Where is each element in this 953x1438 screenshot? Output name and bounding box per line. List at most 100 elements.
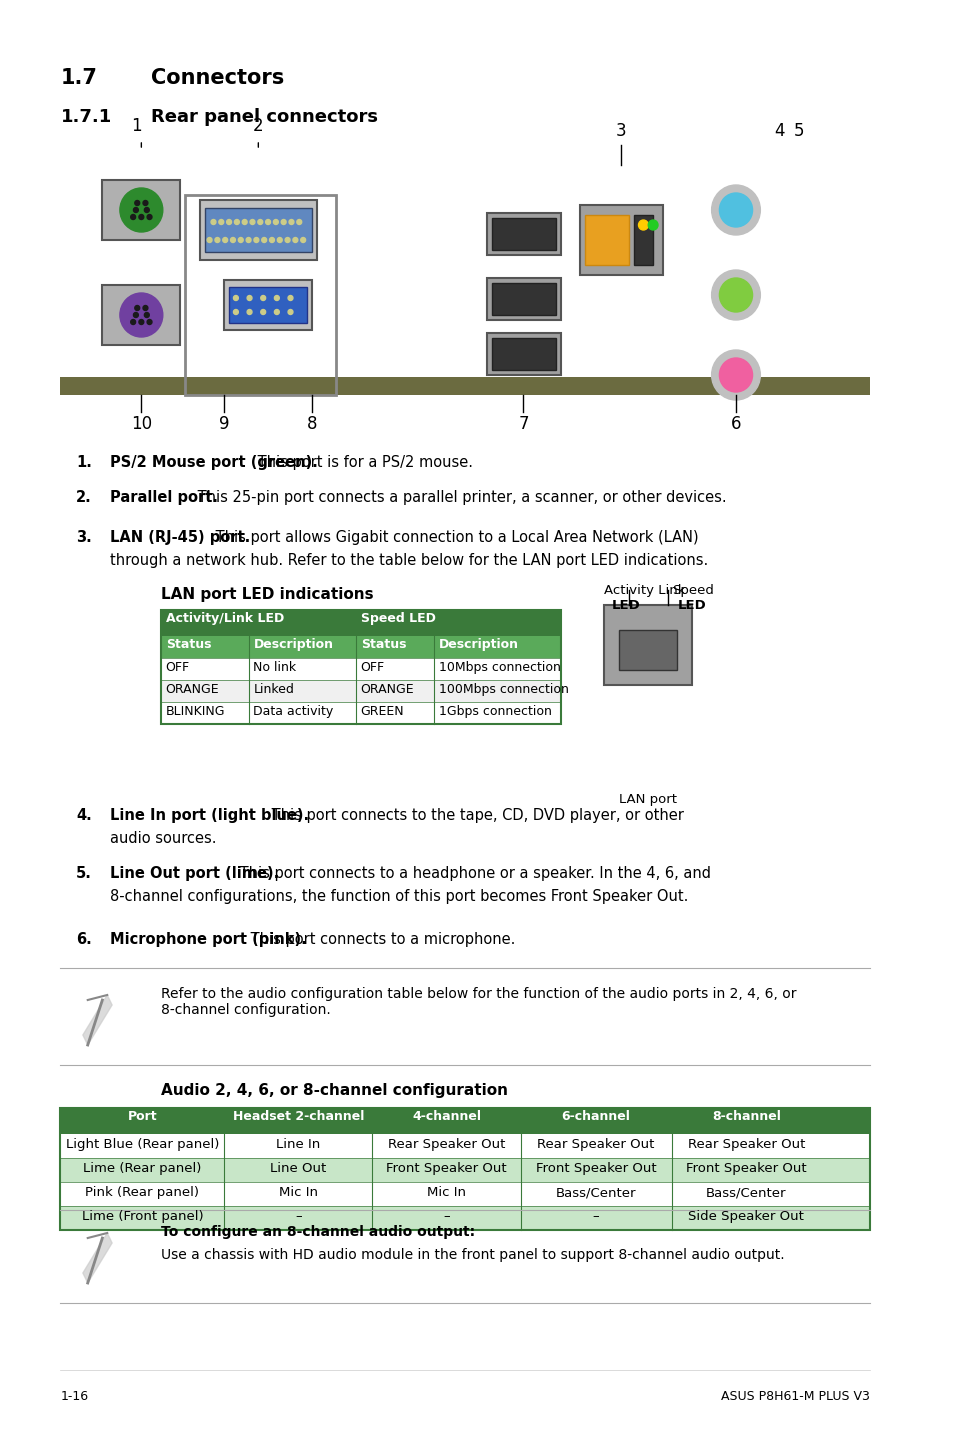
Text: Bass/Center: Bass/Center bbox=[705, 1186, 785, 1199]
Bar bbox=[60, 1135, 868, 1158]
Text: Line In: Line In bbox=[275, 1137, 320, 1150]
Text: This port connects to a microphone.: This port connects to a microphone. bbox=[246, 932, 515, 948]
Circle shape bbox=[242, 220, 247, 224]
Text: Audio 2, 4, 6, or 8-channel configuration: Audio 2, 4, 6, or 8-channel configuratio… bbox=[161, 1083, 507, 1099]
Circle shape bbox=[253, 237, 258, 243]
Polygon shape bbox=[83, 1232, 112, 1283]
Text: 10: 10 bbox=[131, 416, 152, 433]
Text: Speed: Speed bbox=[672, 584, 714, 597]
Bar bbox=[161, 610, 560, 636]
Circle shape bbox=[288, 295, 293, 301]
Text: Parallel port.: Parallel port. bbox=[110, 490, 218, 505]
Text: This port allows Gigabit connection to a Local Area Network (LAN): This port allows Gigabit connection to a… bbox=[211, 531, 699, 545]
Circle shape bbox=[227, 220, 232, 224]
Text: Microphone port (pink).: Microphone port (pink). bbox=[110, 932, 307, 948]
Circle shape bbox=[711, 349, 760, 400]
Circle shape bbox=[147, 319, 152, 325]
Circle shape bbox=[231, 237, 235, 243]
Text: 4: 4 bbox=[774, 122, 784, 139]
Text: BLINKING: BLINKING bbox=[166, 705, 225, 718]
Circle shape bbox=[234, 220, 239, 224]
Bar bbox=[185, 196, 336, 395]
Text: Line In port (light blue).: Line In port (light blue). bbox=[110, 808, 309, 823]
Text: Description: Description bbox=[253, 638, 334, 651]
Text: Mic In: Mic In bbox=[427, 1186, 465, 1199]
Circle shape bbox=[285, 237, 290, 243]
Text: Rear Speaker Out: Rear Speaker Out bbox=[387, 1137, 505, 1150]
Bar bbox=[161, 680, 560, 702]
Bar bbox=[584, 216, 628, 265]
Text: Front Speaker Out: Front Speaker Out bbox=[536, 1162, 656, 1175]
Circle shape bbox=[274, 295, 279, 301]
Circle shape bbox=[293, 237, 297, 243]
Circle shape bbox=[300, 237, 305, 243]
Bar bbox=[618, 630, 677, 670]
Bar bbox=[633, 216, 653, 265]
Circle shape bbox=[648, 220, 658, 230]
Text: 2.: 2. bbox=[76, 490, 91, 505]
Bar bbox=[229, 288, 307, 324]
Text: Status: Status bbox=[166, 638, 211, 651]
Bar bbox=[487, 213, 560, 255]
Text: 3.: 3. bbox=[76, 531, 91, 545]
Text: Refer to the audio configuration table below for the function of the audio ports: Refer to the audio configuration table b… bbox=[161, 986, 796, 1017]
Text: 8-channel configurations, the function of this port becomes Front Speaker Out.: 8-channel configurations, the function o… bbox=[110, 889, 688, 905]
Circle shape bbox=[277, 237, 282, 243]
Circle shape bbox=[260, 309, 265, 315]
Text: 4-channel: 4-channel bbox=[412, 1110, 480, 1123]
Circle shape bbox=[147, 214, 152, 220]
Circle shape bbox=[261, 237, 266, 243]
Text: Rear panel connectors: Rear panel connectors bbox=[151, 108, 377, 127]
Text: GREEN: GREEN bbox=[360, 705, 404, 718]
Circle shape bbox=[274, 220, 278, 224]
Circle shape bbox=[214, 237, 219, 243]
Bar bbox=[60, 1206, 868, 1229]
Text: 3: 3 bbox=[615, 122, 625, 139]
Text: 6.: 6. bbox=[76, 932, 91, 948]
Bar bbox=[492, 283, 555, 315]
Text: To configure an 8-channel audio output:: To configure an 8-channel audio output: bbox=[161, 1225, 475, 1240]
Text: audio sources.: audio sources. bbox=[110, 831, 216, 846]
Text: Data activity: Data activity bbox=[253, 705, 334, 718]
Bar bbox=[161, 659, 560, 680]
Circle shape bbox=[222, 237, 228, 243]
Bar bbox=[161, 636, 560, 659]
Bar bbox=[60, 1109, 868, 1229]
Bar bbox=[60, 1182, 868, 1206]
Text: LAN (RJ-45) port.: LAN (RJ-45) port. bbox=[110, 531, 250, 545]
Text: 1Gbps connection: 1Gbps connection bbox=[438, 705, 551, 718]
Bar bbox=[161, 659, 560, 680]
Circle shape bbox=[296, 220, 301, 224]
Circle shape bbox=[120, 188, 163, 232]
Text: 5: 5 bbox=[793, 122, 803, 139]
Circle shape bbox=[144, 207, 149, 213]
Text: This port is for a PS/2 mouse.: This port is for a PS/2 mouse. bbox=[253, 454, 473, 470]
Text: PS/2 Mouse port (green).: PS/2 Mouse port (green). bbox=[110, 454, 317, 470]
Circle shape bbox=[131, 319, 135, 325]
Text: 2: 2 bbox=[253, 116, 263, 135]
Circle shape bbox=[246, 237, 251, 243]
Text: 8: 8 bbox=[306, 416, 316, 433]
Circle shape bbox=[719, 193, 752, 227]
Circle shape bbox=[247, 295, 252, 301]
Text: 1.7.1: 1.7.1 bbox=[60, 108, 112, 127]
Text: 5.: 5. bbox=[76, 866, 91, 881]
Text: Activity Link: Activity Link bbox=[604, 584, 685, 597]
Bar bbox=[579, 206, 662, 275]
Circle shape bbox=[270, 237, 274, 243]
Bar bbox=[60, 1109, 868, 1135]
Text: This port connects to a headphone or a speaker. In the 4, 6, and: This port connects to a headphone or a s… bbox=[234, 866, 710, 881]
Text: through a network hub. Refer to the table below for the LAN port LED indications: through a network hub. Refer to the tabl… bbox=[110, 554, 708, 568]
Circle shape bbox=[139, 214, 144, 220]
Circle shape bbox=[207, 237, 212, 243]
Circle shape bbox=[131, 214, 135, 220]
Bar bbox=[161, 610, 560, 723]
Bar bbox=[161, 680, 560, 702]
Text: Linked: Linked bbox=[253, 683, 294, 696]
Text: Pink (Rear panel): Pink (Rear panel) bbox=[85, 1186, 199, 1199]
Bar bbox=[205, 209, 312, 252]
Circle shape bbox=[139, 319, 144, 325]
Text: 6-channel: 6-channel bbox=[561, 1110, 630, 1123]
Text: Mic In: Mic In bbox=[278, 1186, 317, 1199]
Text: 1.7: 1.7 bbox=[60, 68, 97, 88]
